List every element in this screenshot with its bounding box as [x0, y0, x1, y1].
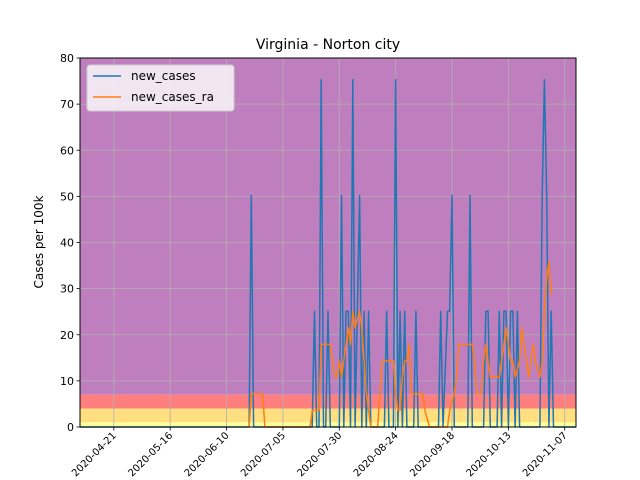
y-axis-label: Cases per 100k — [32, 195, 46, 288]
y-tick-label: 50 — [60, 190, 74, 203]
legend: new_cases new_cases_ra — [86, 64, 235, 112]
legend-label-new-cases-ra: new_cases_ra — [131, 90, 214, 104]
x-tick-label: 2020-10-13 — [465, 430, 514, 479]
y-tick-label: 10 — [60, 375, 74, 388]
y-tick-label: 0 — [67, 421, 74, 434]
x-tick-label: 2020-08-24 — [352, 430, 401, 479]
y-axis-ticks: 0 10 20 30 40 50 60 70 80 — [60, 52, 80, 434]
y-tick-label: 80 — [60, 52, 74, 65]
x-tick-label: 2020-09-18 — [408, 430, 457, 479]
x-tick-label: 2020-04-21 — [70, 430, 119, 479]
y-tick-label: 70 — [60, 98, 74, 111]
x-tick-label: 2020-11-07 — [521, 430, 570, 479]
x-tick-label: 2020-07-30 — [296, 430, 345, 479]
x-tick-label: 2020-05-16 — [126, 430, 175, 479]
x-axis-ticks: 2020-04-21 2020-05-16 2020-06-10 2020-07-05… — [70, 427, 570, 479]
legend-label-new-cases: new_cases — [131, 69, 196, 83]
x-tick-label: 2020-07-05 — [239, 430, 288, 479]
y-tick-label: 60 — [60, 144, 74, 157]
series-line-new-cases-ra — [248, 261, 552, 428]
legend-box — [86, 64, 235, 112]
chart-title: Virginia - Norton city — [256, 37, 400, 53]
y-tick-label: 30 — [60, 283, 74, 296]
x-tick-label: 2020-06-10 — [183, 430, 232, 479]
risk-band-3 — [80, 422, 576, 427]
y-tick-label: 40 — [60, 237, 74, 250]
y-tick-label: 20 — [60, 329, 74, 342]
